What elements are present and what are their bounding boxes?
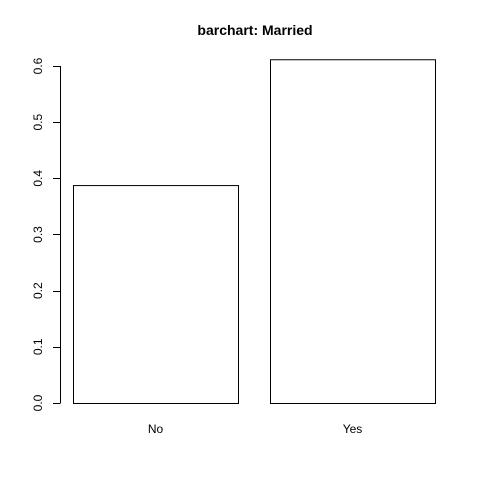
y-tick-label: 0.4 bbox=[31, 170, 45, 187]
y-tick-label: 0.3 bbox=[31, 226, 45, 243]
y-tick-label: 0.2 bbox=[31, 282, 45, 299]
x-category-label-no: No bbox=[148, 422, 164, 436]
bar-no bbox=[73, 185, 239, 404]
y-tick-label: 0.1 bbox=[31, 338, 45, 355]
x-axis-labels: No Yes bbox=[148, 422, 362, 436]
x-category-label-yes: Yes bbox=[343, 422, 363, 436]
y-axis: 0.0 0.1 0.2 0.3 0.4 0.5 0.6 bbox=[31, 57, 61, 411]
y-tick-label: 0.6 bbox=[31, 57, 45, 74]
bar-yes bbox=[270, 59, 436, 404]
chart-title: barchart: Married bbox=[197, 22, 312, 38]
bars-layer bbox=[73, 59, 436, 404]
y-tick-label: 0.0 bbox=[31, 394, 45, 411]
y-tick-label: 0.5 bbox=[31, 114, 45, 131]
